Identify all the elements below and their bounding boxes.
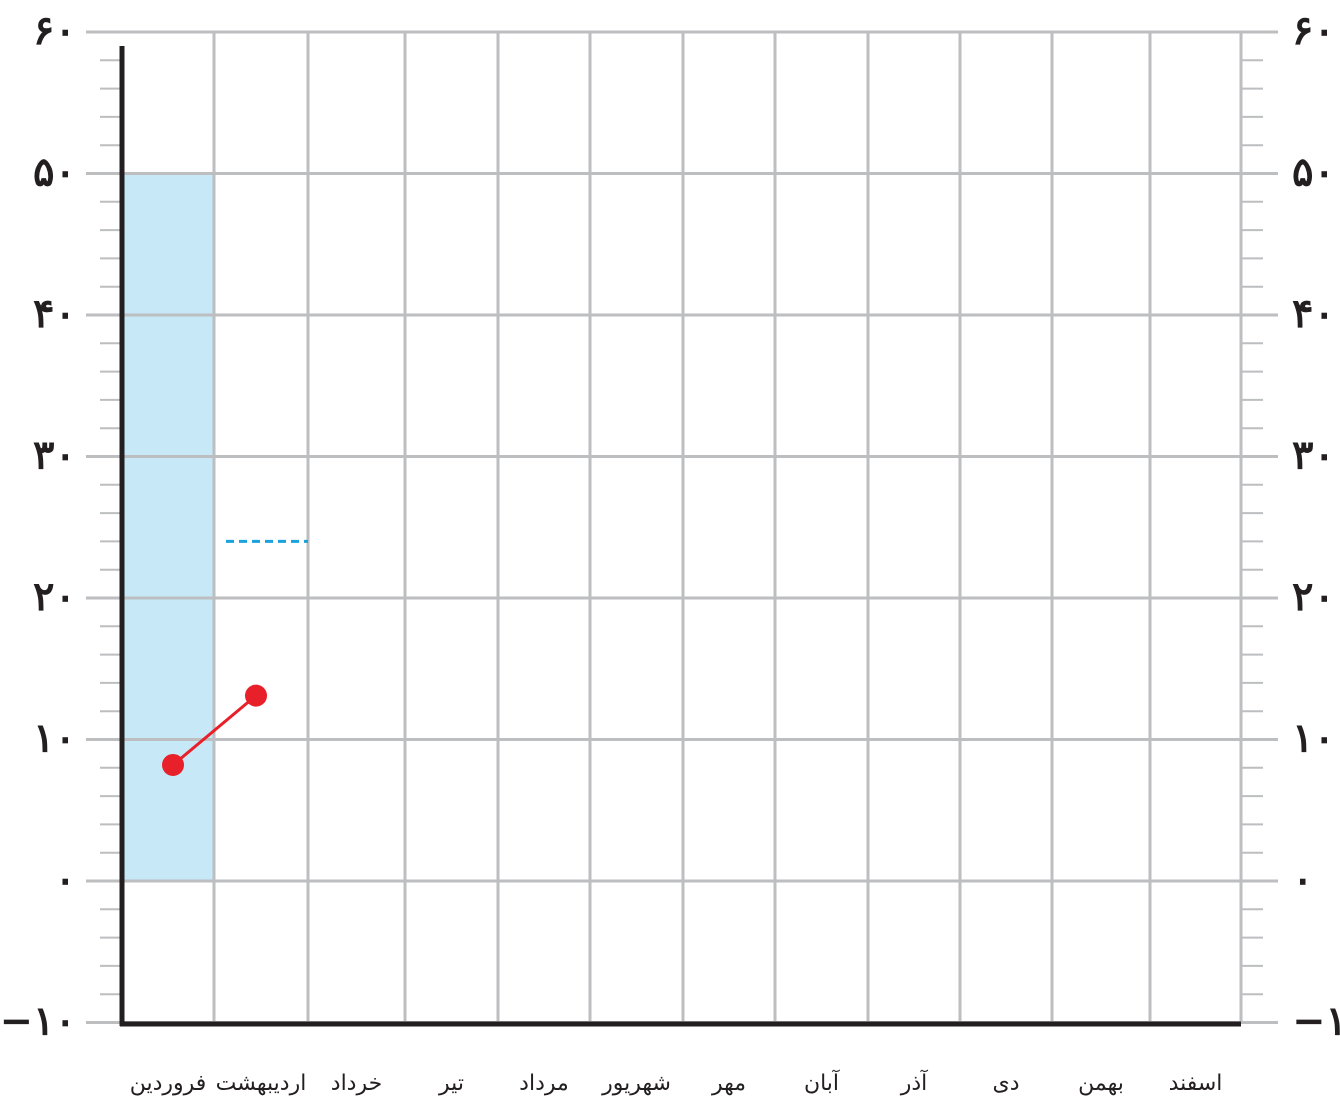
y-tick-label-left: ۳۰ — [33, 432, 76, 479]
grid — [86, 30, 1278, 1024]
y-axis-left-ticks: −۱۰ ۰ ۱۰ ۲۰ ۳۰ ۴۰ ۵۰ ۶۰ — [0, 7, 76, 1045]
y-tick-label-left: ۵۰ — [33, 149, 76, 196]
y-tick-label-right: ۱۰ — [1292, 715, 1335, 762]
y-tick-label-right: −۱۰ — [1292, 998, 1340, 1045]
y-tick-label-left: ۰ — [55, 856, 76, 903]
y-tick-label-left: −۱۰ — [0, 998, 76, 1045]
y-tick-label-left: ۶۰ — [33, 7, 76, 54]
y-tick-label-right: ۵۰ — [1292, 149, 1335, 196]
data-point — [162, 753, 184, 776]
x-tick-label: شهریور — [601, 1071, 671, 1096]
series-layer — [162, 539, 308, 776]
y-tick-label-right: ۴۰ — [1292, 290, 1335, 337]
x-tick-label: خرداد — [331, 1071, 382, 1096]
x-tick-label: اسفند — [1169, 1071, 1223, 1096]
x-tick-label: مرداد — [519, 1071, 569, 1096]
highlight-bar — [122, 173, 214, 881]
x-tick-label: دی — [992, 1071, 1019, 1096]
x-tick-label: بهمن — [1078, 1071, 1124, 1096]
x-tick-label: تیر — [438, 1071, 464, 1096]
axes — [119, 46, 1241, 1027]
y-tick-label-right: ۲۰ — [1292, 573, 1335, 620]
y-tick-label-right: ۰ — [1292, 856, 1313, 903]
y-tick-label-left: ۴۰ — [33, 290, 76, 337]
y-tick-label-right: ۶۰ — [1292, 7, 1335, 54]
x-tick-label: آبان — [804, 1069, 840, 1096]
x-axis-ticks: فروردین اردیبهشت خرداد تیر مرداد شهریور مهر آبا… — [130, 1069, 1223, 1096]
y-tick-label-left: ۱۰ — [33, 715, 76, 762]
y-tick-label-right: ۳۰ — [1292, 432, 1335, 479]
y-tick-label-left: ۲۰ — [33, 573, 76, 620]
x-tick-label: اردیبهشت — [216, 1071, 307, 1096]
x-tick-label: آذر — [900, 1069, 928, 1096]
data-point — [245, 684, 267, 707]
highlight-layer — [122, 173, 214, 881]
x-tick-label: فروردین — [130, 1071, 207, 1096]
y-axis-right-ticks: −۱۰ ۰ ۱۰ ۲۰ ۳۰ ۴۰ ۵۰ ۶۰ — [1292, 7, 1340, 1045]
series-line — [172, 694, 257, 767]
x-tick-label: مهر — [711, 1071, 746, 1096]
